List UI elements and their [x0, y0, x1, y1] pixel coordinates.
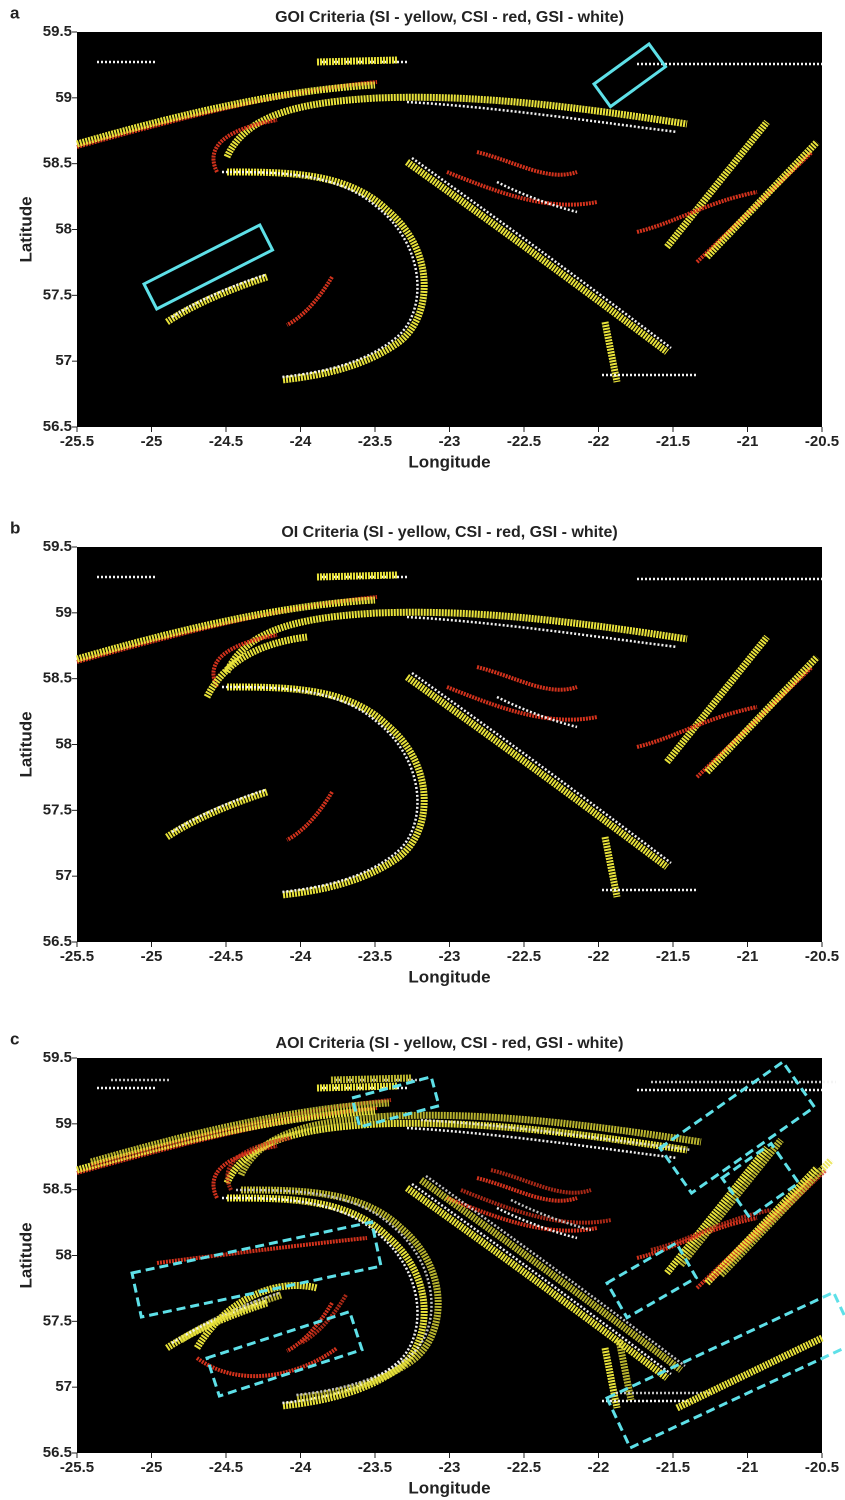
- y-tick-label: 58: [55, 735, 72, 752]
- y-tick-label: 57: [55, 1378, 72, 1395]
- x-tick-label: -21.5: [656, 948, 690, 965]
- plot-area: [77, 547, 822, 942]
- x-tick-label: -21: [737, 433, 759, 450]
- x-tick-label: -20.5: [805, 948, 839, 965]
- plot-markings: [77, 1059, 845, 1450]
- x-axis-label: Longitude: [408, 967, 490, 986]
- chart-title: AOI Criteria (SI - yellow, CSI - red, GS…: [276, 1035, 624, 1052]
- panel-label: b: [10, 518, 20, 537]
- y-tick-label: 57.5: [43, 286, 72, 303]
- x-tick-label: -24.5: [209, 948, 243, 965]
- plot-markings: [77, 575, 822, 897]
- y-tick-label: 57.5: [43, 801, 72, 818]
- y-tick-label: 58.5: [43, 670, 72, 687]
- x-tick-label: -25: [141, 433, 163, 450]
- y-axis-label: Latitude: [16, 711, 35, 777]
- x-tick-label: -24.5: [209, 433, 243, 450]
- y-axis-label: Latitude: [16, 196, 35, 262]
- plot-area: [77, 32, 822, 427]
- y-tick-label: 58: [55, 220, 72, 237]
- x-tick-label: -25.5: [60, 433, 94, 450]
- x-tick-label: -25: [141, 948, 163, 965]
- y-tick-label: 56.5: [43, 418, 72, 435]
- y-tick-label: 59: [55, 1115, 72, 1132]
- x-tick-label: -25.5: [60, 1459, 94, 1476]
- x-tick-label: -21: [737, 948, 759, 965]
- x-tick-label: -22.5: [507, 948, 541, 965]
- x-tick-label: -22.5: [507, 1459, 541, 1476]
- x-tick-label: -22: [588, 948, 610, 965]
- y-axis-label: Latitude: [16, 1222, 35, 1288]
- x-axis-label: Longitude: [408, 1478, 490, 1497]
- x-tick-label: -25.5: [60, 948, 94, 965]
- y-tick-label: 59.5: [43, 538, 72, 555]
- x-tick-label: -25: [141, 1459, 163, 1476]
- y-tick-label: 58.5: [43, 1181, 72, 1198]
- chart-title: GOI Criteria (SI - yellow, CSI - red, GS…: [275, 9, 624, 26]
- y-tick-label: 59: [55, 604, 72, 621]
- x-tick-label: -20.5: [805, 433, 839, 450]
- y-tick-label: 57.5: [43, 1312, 72, 1329]
- y-tick-label: 59.5: [43, 23, 72, 40]
- y-tick-label: 58.5: [43, 155, 72, 172]
- x-tick-label: -21.5: [656, 433, 690, 450]
- x-tick-label: -24: [290, 1459, 312, 1476]
- y-tick-label: 59: [55, 89, 72, 106]
- y-tick-label: 57: [55, 867, 72, 884]
- x-axis-label: Longitude: [408, 452, 490, 471]
- chart-title: OI Criteria (SI - yellow, CSI - red, GSI…: [281, 524, 617, 541]
- y-tick-label: 56.5: [43, 1444, 72, 1461]
- y-tick-label: 59.5: [43, 1049, 72, 1066]
- x-tick-label: -22.5: [507, 433, 541, 450]
- axes-layer: [77, 32, 822, 1453]
- x-tick-label: -24.5: [209, 1459, 243, 1476]
- y-tick-label: 58: [55, 1246, 72, 1263]
- x-tick-label: -23: [439, 948, 461, 965]
- x-tick-label: -22: [588, 433, 610, 450]
- x-tick-label: -23.5: [358, 948, 392, 965]
- plot-markings: [77, 41, 822, 382]
- x-tick-label: -23: [439, 1459, 461, 1476]
- x-tick-label: -23.5: [358, 433, 392, 450]
- x-tick-label: -23.5: [358, 1459, 392, 1476]
- x-tick-label: -24: [290, 433, 312, 450]
- x-tick-label: -22: [588, 1459, 610, 1476]
- x-tick-label: -21.5: [656, 1459, 690, 1476]
- x-tick-label: -23: [439, 433, 461, 450]
- x-tick-label: -21: [737, 1459, 759, 1476]
- x-tick-label: -24: [290, 948, 312, 965]
- panel-label: c: [10, 1029, 19, 1048]
- x-tick-label: -20.5: [805, 1459, 839, 1476]
- panel-label: a: [10, 3, 20, 22]
- y-tick-label: 57: [55, 352, 72, 369]
- y-tick-label: 56.5: [43, 933, 72, 950]
